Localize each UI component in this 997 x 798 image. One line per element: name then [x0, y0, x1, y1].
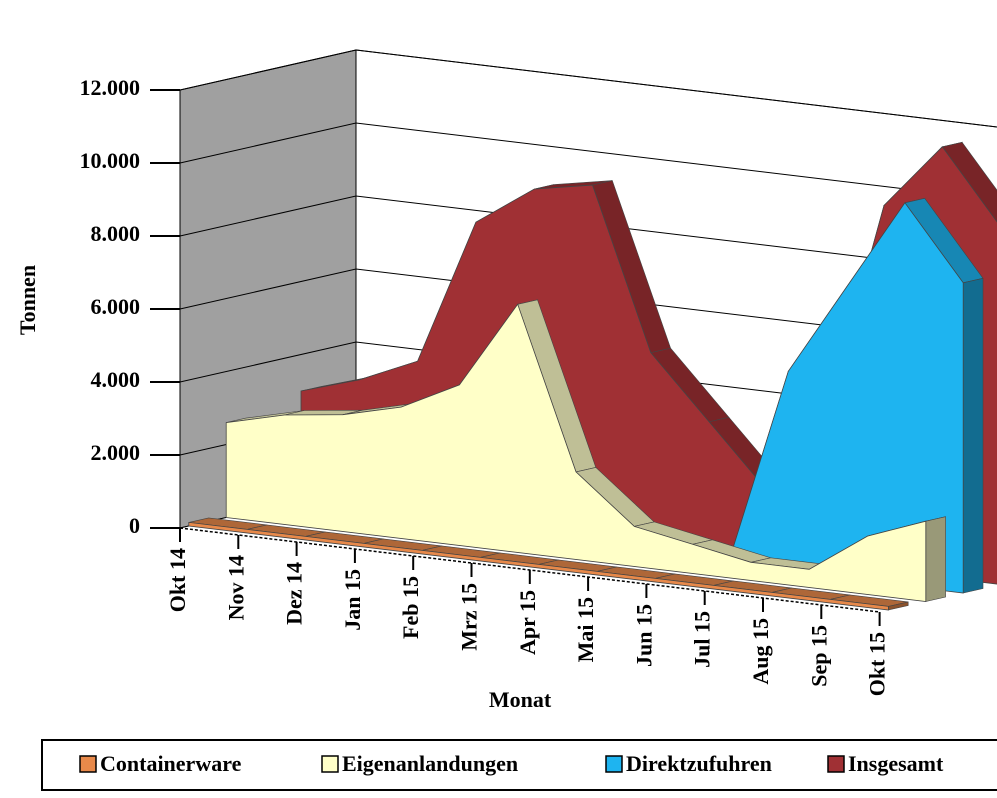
legend-swatch	[605, 755, 623, 773]
x-tick-label: Aug 15	[748, 618, 773, 685]
x-axis	[179, 527, 880, 613]
x-tick-label: Nov 14	[223, 555, 248, 620]
y-tick-label: 2.000	[91, 440, 141, 465]
x-tick-label: Jun 15	[631, 604, 656, 667]
x-tick-label: Apr 15	[515, 590, 540, 655]
x-tick-label: Dez 14	[282, 562, 307, 625]
legend-label: Insgesamt	[848, 751, 944, 776]
legend-label: Eigenanlandungen	[342, 751, 518, 776]
legend-swatch	[321, 755, 339, 773]
legend-label: Direktzufuhren	[626, 751, 772, 776]
area	[188, 521, 889, 611]
x-axis-title: Monat	[489, 687, 552, 712]
x-tick-label: Jul 15	[690, 611, 715, 668]
area-end	[962, 277, 984, 594]
x-tick-label: Jan 15	[340, 569, 365, 631]
x-tick-label: Sep 15	[806, 625, 831, 687]
area-end	[925, 516, 946, 602]
x-tick-label: Feb 15	[398, 576, 423, 639]
x-tick-label: Okt 15	[865, 632, 890, 696]
x-tick-label: Okt 14	[165, 548, 190, 612]
y-axis-title: Tonnen	[15, 265, 40, 335]
y-tick-label: 12.000	[80, 75, 141, 100]
x-tick-label: Mrz 15	[457, 583, 482, 651]
grid-line	[179, 122, 997, 201]
y-tick-label: 10.000	[80, 148, 141, 173]
legend-swatch	[827, 755, 845, 773]
x-tick-label: Mai 15	[573, 597, 598, 662]
legend-swatch	[79, 755, 97, 773]
area	[225, 303, 927, 602]
legend-label: Containerware	[100, 751, 242, 776]
y-tick-label: 8.000	[91, 221, 141, 246]
y-tick-label: 6.000	[91, 294, 141, 319]
y-tick-label: 4.000	[91, 367, 141, 392]
grid-line	[179, 49, 997, 128]
y-tick-label: 0	[129, 513, 140, 538]
